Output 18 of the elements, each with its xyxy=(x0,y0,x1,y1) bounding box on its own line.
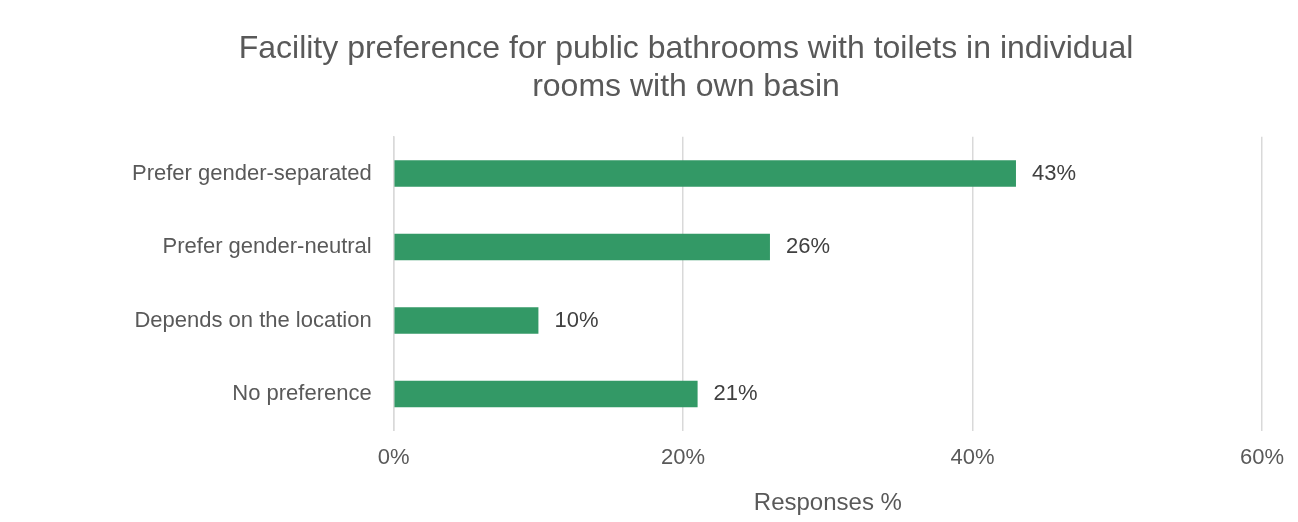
y-tick-label: No preference xyxy=(232,380,372,406)
data-label: 21% xyxy=(713,380,758,406)
x-tick-label: 40% xyxy=(950,444,995,470)
data-label: 26% xyxy=(785,233,830,259)
bar xyxy=(394,233,770,261)
chart-title: Facility preference for public bathrooms with toilets in individual rooms with own basin xyxy=(238,29,1134,104)
bar xyxy=(394,307,539,334)
y-tick-label: Prefer gender-separated xyxy=(132,159,372,185)
data-label: 43% xyxy=(1031,159,1077,185)
y-tick-label: Prefer gender-neutral xyxy=(162,233,372,259)
x-axis-title: Responses % xyxy=(753,488,902,516)
x-tick-label: 60% xyxy=(1239,444,1285,470)
bar xyxy=(394,160,1016,187)
data-label: 10% xyxy=(554,306,599,332)
y-tick-label: Depends on the location xyxy=(134,306,372,332)
x-tick-label: 0% xyxy=(377,444,410,470)
x-tick-label: 20% xyxy=(661,444,706,470)
bar xyxy=(394,380,698,408)
